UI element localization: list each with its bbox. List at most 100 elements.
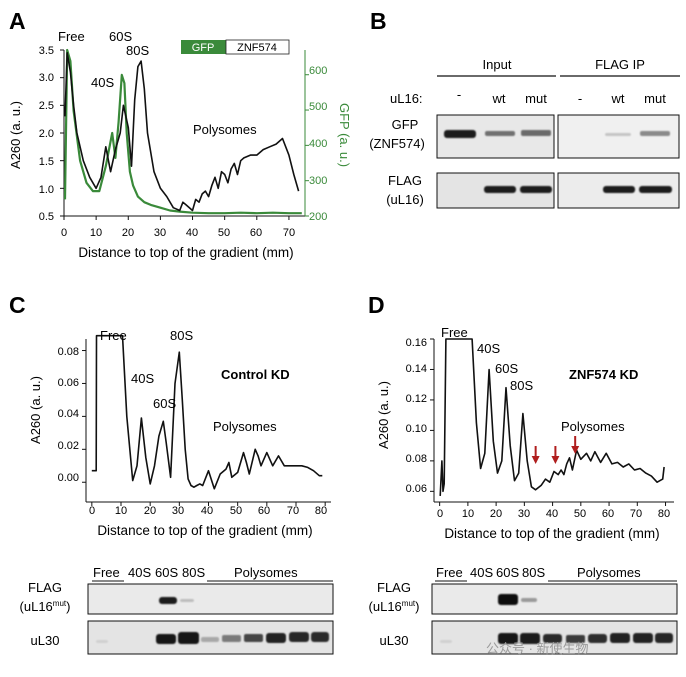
panel-a-y-ticks: 0.5 1.0 1.5 2.0 2.5 3.0 3.5	[39, 45, 54, 223]
peak-label-free: Free	[58, 29, 85, 44]
fraction-label-free: Free	[93, 565, 120, 580]
peak-label-free: Free	[441, 325, 468, 340]
red-arrow-head	[531, 456, 540, 464]
group-label-input: Input	[483, 57, 512, 72]
panel-c-xlabel: Distance to top of the gradient (mm)	[97, 523, 312, 538]
y2-tick-label: 200	[309, 211, 327, 223]
x-tick-label: 0	[61, 227, 67, 239]
lane-labels: - wt mut - wt mut	[457, 87, 666, 106]
blot-band	[96, 640, 108, 643]
blot-label-flag: FLAG	[28, 580, 62, 595]
blot-band	[603, 186, 635, 193]
fraction-label-polysomes: Polysomes	[234, 565, 298, 580]
peak-label-polysomes: Polysomes	[193, 122, 257, 137]
blot-label-ul16: (uL16mut)	[369, 599, 420, 614]
panel-a-xlabel: Distance to top of the gradient (mm)	[78, 245, 293, 260]
y2-tick-label: 300	[309, 175, 327, 187]
y-tick-label: 3.5	[39, 45, 54, 57]
blot-band	[289, 632, 309, 642]
x-tick-label: 50	[230, 505, 242, 517]
panel-a-legend: GFP ZNF574	[181, 39, 290, 55]
panel-c-letter: C	[9, 292, 26, 318]
panel-a-x-ticks: 0 10 20 30 40 50 60 70	[61, 227, 295, 239]
blot-label-ul16-sup: mut	[53, 599, 67, 608]
panel-d-x-ticks: 0 10 20 30 40 50 60 70 80	[437, 508, 670, 520]
fraction-label-60s: 60S	[496, 565, 519, 580]
blot-label-ul30: uL30	[380, 633, 409, 648]
y-tick-label: 0.5	[39, 211, 54, 223]
x-tick-label: 10	[115, 505, 127, 517]
panel-d-letter: D	[368, 292, 385, 318]
panel-a-y2label: GFP (a. u.)	[337, 103, 352, 167]
blot-band	[485, 131, 515, 136]
panel-a-plot	[60, 48, 309, 220]
peak-label-40s: 40S	[91, 75, 114, 90]
lane-label: -	[457, 87, 461, 102]
legend-gfp-label: GFP	[192, 42, 215, 54]
y-tick-label: 0.06	[58, 377, 79, 389]
x-tick-label: 30	[172, 505, 184, 517]
peak-label-60s: 60S	[495, 361, 518, 376]
condition-label: Control KD	[221, 367, 290, 382]
x-tick-label: 40	[201, 505, 213, 517]
peak-label-polysomes: Polysomes	[561, 419, 625, 434]
blot-band	[244, 634, 263, 642]
panel-d-xlabel: Distance to top of the gradient (mm)	[444, 526, 659, 541]
blot-band	[498, 633, 518, 644]
x-tick-label: 40	[186, 227, 198, 239]
y-tick-label: 1.0	[39, 184, 54, 196]
y2-tick-label: 400	[309, 138, 327, 150]
y-tick-label: 3.0	[39, 72, 54, 84]
blot-label-ul16-sup: mut	[402, 599, 416, 608]
lane-label: mut	[644, 91, 666, 106]
blot-band	[610, 633, 630, 643]
blot-band	[566, 635, 585, 643]
blot-band	[180, 599, 194, 602]
blot-band	[159, 597, 177, 604]
blot-label-ul16-main: (uL16	[20, 599, 53, 614]
peak-label-80s: 80S	[126, 43, 149, 58]
blot-band	[655, 633, 673, 643]
blot-band	[311, 632, 329, 642]
fraction-label-polysomes: Polysomes	[577, 565, 641, 580]
blot-band	[633, 633, 653, 643]
series-line-a260	[64, 52, 300, 212]
blot-band	[444, 130, 476, 138]
y-tick-label: 2.5	[39, 100, 54, 112]
blot-band	[605, 133, 631, 136]
blot-membrane	[87, 583, 334, 615]
x-tick-label: 70	[283, 227, 295, 239]
y-tick-label: 0.08	[58, 346, 79, 358]
blot-band	[520, 186, 552, 193]
blot-label-ul16-main: (uL16	[369, 599, 402, 614]
y-tick-label: 1.5	[39, 156, 54, 168]
watermark: 公众号 · 新使生物	[486, 641, 589, 656]
fraction-label-free: Free	[436, 565, 463, 580]
panel-c-y-ticks: 0.00 0.02 0.04 0.06 0.08	[58, 346, 79, 484]
blot-label-flag: FLAG	[377, 580, 411, 595]
lane-label: wt	[611, 91, 625, 106]
panel-c-blot-header: Free 40S 60S 80S Polysomes	[92, 565, 333, 582]
blot-c-ul30	[87, 620, 334, 655]
y-tick-label: 0.06	[406, 483, 427, 495]
panel-a-letter: A	[9, 8, 26, 34]
x-tick-label: 20	[122, 227, 134, 239]
y-tick-label: 0.10	[406, 423, 427, 435]
x-tick-label: 60	[250, 227, 262, 239]
panel-d-y-ticks: 0.06 0.08 0.10 0.12 0.14 0.16	[406, 337, 427, 495]
peak-label-free: Free	[100, 328, 127, 343]
red-arrow-head	[551, 456, 560, 464]
x-tick-label: 50	[218, 227, 230, 239]
lane-label: -	[578, 91, 582, 106]
panel-a: A A260 (a. u.) GFP (a. u.) 0.5 1.0 1.5 2…	[8, 8, 352, 260]
blot-label-gfp: GFP	[392, 117, 419, 132]
peak-label-80s: 80S	[510, 378, 533, 393]
x-tick-label: 70	[630, 508, 642, 520]
blot-d-flag	[431, 583, 678, 615]
panel-a-y2-ticks: 200 300 400 500 600	[309, 65, 327, 223]
panel-d-arrows	[531, 436, 580, 464]
fraction-label-60s: 60S	[155, 565, 178, 580]
blot-band	[543, 634, 562, 643]
fraction-label-40s: 40S	[470, 565, 493, 580]
x-tick-label: 20	[490, 508, 502, 520]
